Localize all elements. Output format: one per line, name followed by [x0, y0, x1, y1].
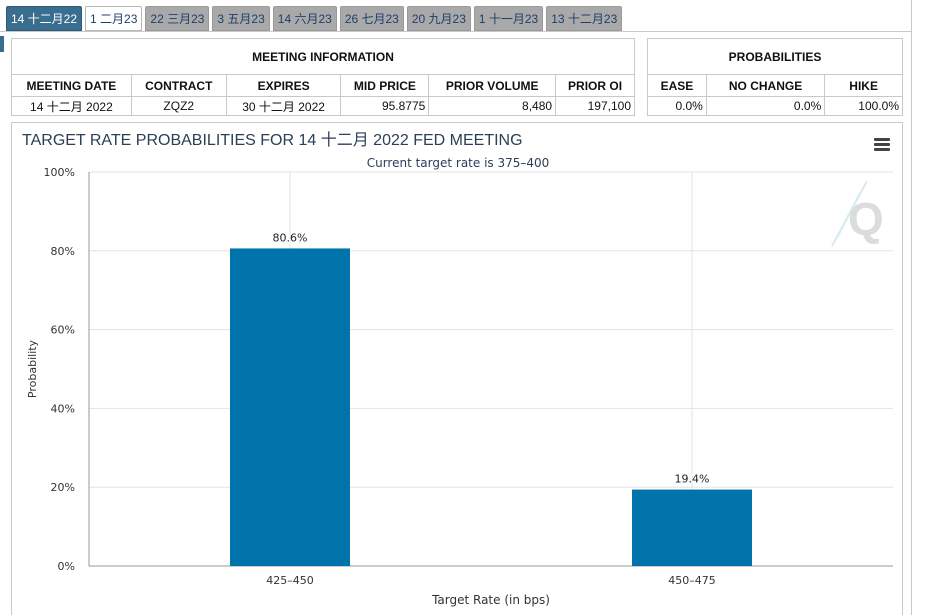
header-expires: EXPIRES: [225, 74, 342, 97]
cell-prior-oi: 197,100: [555, 96, 635, 116]
tab-divider: [0, 31, 912, 32]
tab-meeting-7[interactable]: 1 十一月23: [473, 6, 544, 31]
tab-meeting-0[interactable]: 14 十二月22: [6, 6, 83, 31]
header-contract: CONTRACT: [130, 74, 227, 97]
tab-meeting-2[interactable]: 22 三月23: [145, 6, 210, 31]
y-tick-label: 100%: [44, 166, 75, 179]
header-prior-volume: PRIOR VOLUME: [428, 74, 557, 97]
probability-chart: TARGET RATE PROBABILITIES FOR 14 十二月 202…: [22, 131, 893, 607]
tab-meeting-4[interactable]: 14 六月23: [272, 6, 337, 31]
y-tick-label: 0%: [58, 560, 75, 573]
bar-data-label: 19.4%: [675, 473, 710, 486]
y-tick-label: 40%: [51, 402, 75, 415]
tab-meeting-8[interactable]: 13 十二月23: [546, 6, 623, 31]
chart-panel: TARGET RATE PROBABILITIES FOR 14 十二月 202…: [11, 122, 903, 615]
watermark-letter: Q: [848, 193, 884, 245]
q-watermark-logo: Q: [831, 180, 884, 247]
cell-no-change: 0.0%: [705, 96, 826, 116]
probabilities-title: PROBABILITIES: [647, 38, 903, 75]
cell-hike: 100.0%: [824, 96, 903, 116]
y-tick-label: 20%: [51, 481, 75, 494]
bar-450–475[interactable]: [632, 489, 752, 566]
cell-contract: ZQZ2: [130, 96, 227, 116]
cell-meeting-date: 14 十二月 2022: [11, 96, 132, 116]
x-tick-label: 425–450: [266, 574, 314, 587]
header-mid-price: MID PRICE: [340, 74, 430, 97]
tab-meeting-3[interactable]: 3 五月23: [212, 6, 270, 31]
hamburger-menu-icon[interactable]: [874, 138, 890, 151]
header-meeting-date: MEETING DATE: [11, 74, 132, 97]
left-accent: [0, 36, 4, 52]
cell-prior-volume: 8,480: [428, 96, 557, 116]
tab-meeting-5[interactable]: 26 七月23: [339, 6, 404, 31]
cell-mid-price: 95.8775: [340, 96, 430, 116]
cell-expires: 30 十二月 2022: [225, 96, 342, 116]
bar-data-label: 80.6%: [273, 231, 308, 244]
y-axis-label: Probability: [26, 339, 39, 398]
bar-425–450[interactable]: [230, 248, 350, 566]
meeting-tabs: 14 十二月22 1 二月23 22 三月23 3 五月23 14 六月23 26 七月2…: [6, 6, 623, 32]
tab-meeting-6[interactable]: 20 九月23: [406, 6, 471, 31]
labels: 0% 20% 40% 60% 80% 100% 80.6% 425–450 19.4% 450–4…: [44, 166, 716, 587]
probabilities-table: PROBABILITIES EASE NO CHANGE HIKE 0.0% 0…: [647, 38, 903, 116]
bars: [230, 248, 752, 566]
y-tick-label: 60%: [51, 324, 75, 337]
chart-subtitle: Current target rate is 375–400: [367, 156, 550, 170]
cell-ease: 0.0%: [647, 96, 707, 116]
header-no-change: NO CHANGE: [705, 74, 826, 97]
header-ease: EASE: [647, 74, 707, 97]
meeting-information-title: MEETING INFORMATION: [11, 38, 635, 75]
tab-meeting-1[interactable]: 1 二月23: [85, 6, 143, 31]
grid-lines: [88, 171, 893, 567]
header-prior-oi: PRIOR OI: [555, 74, 635, 97]
x-axis-label: Target Rate (in bps): [431, 593, 550, 607]
header-hike: HIKE: [824, 74, 903, 97]
chart-title: TARGET RATE PROBABILITIES FOR 14 十二月 202…: [22, 131, 523, 149]
y-tick-label: 80%: [51, 245, 75, 258]
meeting-information-table: MEETING INFORMATION MEETING DATE CONTRAC…: [11, 38, 635, 116]
x-tick-label: 450–475: [668, 574, 716, 587]
